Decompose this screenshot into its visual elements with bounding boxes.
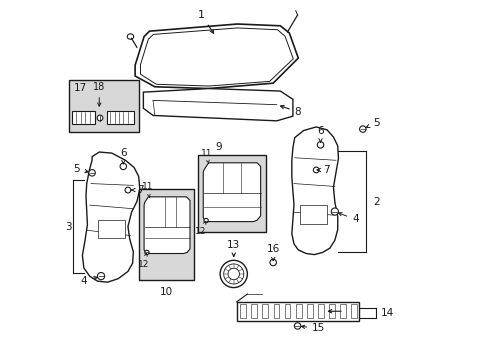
Text: 12: 12 xyxy=(195,221,206,236)
FancyBboxPatch shape xyxy=(262,304,267,319)
FancyBboxPatch shape xyxy=(351,304,356,319)
Text: 9: 9 xyxy=(215,142,221,152)
FancyBboxPatch shape xyxy=(328,304,334,319)
Text: 12: 12 xyxy=(138,253,149,269)
Text: 7: 7 xyxy=(131,185,143,195)
Text: 15: 15 xyxy=(301,324,325,333)
Polygon shape xyxy=(82,152,140,282)
Text: 6: 6 xyxy=(120,148,126,164)
Circle shape xyxy=(144,250,149,255)
Text: 1: 1 xyxy=(198,10,213,33)
FancyBboxPatch shape xyxy=(306,304,312,319)
Polygon shape xyxy=(143,89,292,121)
FancyBboxPatch shape xyxy=(317,304,323,319)
Circle shape xyxy=(359,126,366,132)
Polygon shape xyxy=(203,163,260,222)
Text: 4: 4 xyxy=(338,213,358,224)
FancyBboxPatch shape xyxy=(236,302,358,320)
Text: 11: 11 xyxy=(201,149,212,163)
Circle shape xyxy=(227,268,239,280)
FancyBboxPatch shape xyxy=(198,155,265,232)
Polygon shape xyxy=(140,28,293,86)
Text: 6: 6 xyxy=(317,126,323,142)
Text: 10: 10 xyxy=(160,287,173,297)
FancyBboxPatch shape xyxy=(340,304,346,319)
Text: 8: 8 xyxy=(280,105,301,117)
Circle shape xyxy=(203,219,208,223)
Text: 14: 14 xyxy=(380,308,393,318)
Circle shape xyxy=(317,141,323,148)
Text: 17: 17 xyxy=(74,83,87,93)
Circle shape xyxy=(330,208,338,215)
FancyBboxPatch shape xyxy=(300,205,326,224)
Circle shape xyxy=(294,323,300,329)
Circle shape xyxy=(120,163,126,170)
FancyBboxPatch shape xyxy=(284,304,290,319)
Circle shape xyxy=(220,260,247,288)
Text: 18: 18 xyxy=(93,82,105,106)
Text: 5: 5 xyxy=(74,164,88,174)
Circle shape xyxy=(97,115,102,121)
Text: 4: 4 xyxy=(81,276,97,286)
Polygon shape xyxy=(291,127,338,255)
Circle shape xyxy=(269,259,276,266)
Polygon shape xyxy=(135,24,298,89)
Text: 3: 3 xyxy=(65,222,72,231)
FancyBboxPatch shape xyxy=(251,304,257,319)
Polygon shape xyxy=(144,197,190,253)
Text: 5: 5 xyxy=(366,118,379,128)
FancyBboxPatch shape xyxy=(139,189,194,280)
FancyBboxPatch shape xyxy=(240,304,245,319)
FancyBboxPatch shape xyxy=(273,304,279,319)
FancyBboxPatch shape xyxy=(106,111,134,124)
Circle shape xyxy=(97,273,104,280)
FancyBboxPatch shape xyxy=(72,111,95,124)
FancyBboxPatch shape xyxy=(69,80,139,132)
Text: 11: 11 xyxy=(142,183,153,197)
Text: 13: 13 xyxy=(226,239,240,256)
FancyBboxPatch shape xyxy=(295,304,301,319)
Circle shape xyxy=(223,264,244,284)
Circle shape xyxy=(313,167,319,173)
Circle shape xyxy=(125,187,131,193)
Circle shape xyxy=(89,170,95,176)
Text: 7: 7 xyxy=(317,165,329,175)
Text: 16: 16 xyxy=(266,243,279,261)
FancyBboxPatch shape xyxy=(98,220,124,238)
Text: 2: 2 xyxy=(372,197,379,207)
